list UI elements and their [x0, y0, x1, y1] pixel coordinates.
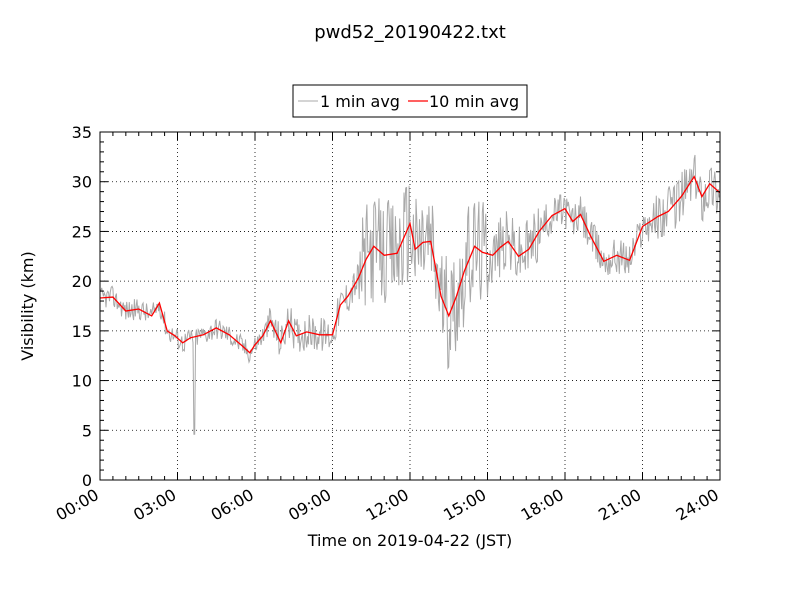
series-layer	[99, 154, 721, 435]
series-line-10min-avg	[99, 175, 721, 354]
y-tick-label: 0	[82, 471, 92, 490]
x-tick-label: 00:00	[53, 485, 102, 525]
x-tick-label: 03:00	[130, 485, 179, 525]
series-line-1min-avg	[99, 154, 720, 435]
chart-title: pwd52_20190422.txt	[314, 22, 506, 43]
y-tick-label: 30	[72, 173, 92, 192]
y-tick-label: 10	[72, 372, 92, 391]
y-tick-label: 35	[72, 123, 92, 142]
x-tick-label: 12:00	[363, 485, 412, 525]
x-tick-label: 21:00	[595, 485, 644, 525]
x-tick-label: 09:00	[285, 485, 334, 525]
y-tick-label: 25	[72, 222, 92, 241]
legend-label-1min-avg: 1 min avg	[320, 92, 400, 111]
legend-label-10min-avg: 10 min avg	[429, 92, 519, 111]
x-tick-label: 24:00	[673, 485, 722, 525]
y-tick-label: 20	[72, 272, 92, 291]
grid	[100, 132, 720, 480]
y-tick-labels: 0 5 10 15 20 25 30 35	[72, 123, 92, 490]
ticks	[99, 131, 721, 481]
x-tick-label: 15:00	[440, 485, 489, 525]
x-axis-label: Time on 2019-04-22 (JST)	[307, 531, 512, 550]
x-tick-labels: 00:00 03:00 06:00 09:00 12:00 15:00 18:00 21:00…	[53, 485, 722, 525]
y-tick-label: 15	[72, 322, 92, 341]
x-tick-label: 06:00	[208, 485, 257, 525]
x-tick-label: 18:00	[518, 485, 567, 525]
y-tick-label: 5	[82, 421, 92, 440]
y-axis-label: Visibility (km)	[18, 251, 37, 360]
legend: 1 min avg 10 min avg	[292, 84, 528, 118]
